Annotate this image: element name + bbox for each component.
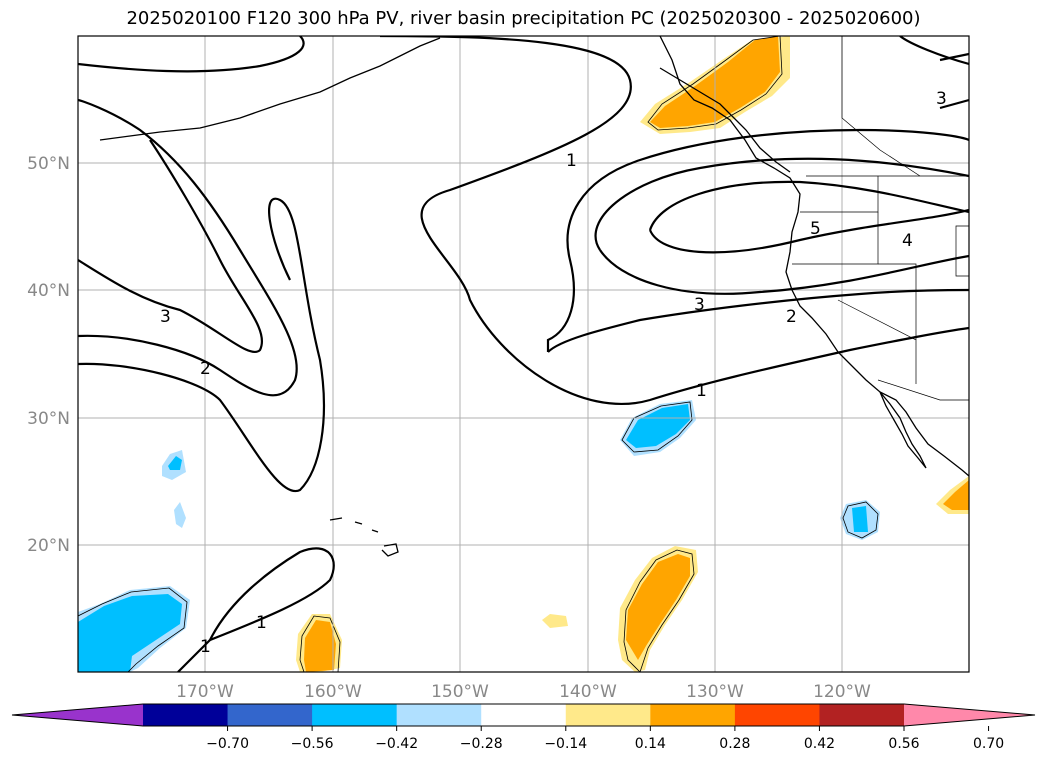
map-title: 2025020100 F120 300 hPa PV, river basin … bbox=[126, 8, 921, 29]
colorbar-segment bbox=[650, 704, 736, 726]
pv-contour-1-main bbox=[379, 36, 969, 406]
pv-contour-4-upper bbox=[594, 157, 969, 251]
colorbar-tick-label: 0.42 bbox=[804, 736, 835, 752]
pv-contour-1-south bbox=[207, 547, 335, 643]
coastline-baja bbox=[879, 391, 927, 469]
precip-region-mexico-core bbox=[943, 480, 969, 510]
pv-contour-3-east bbox=[546, 128, 969, 352]
x-tick-label: 130°W bbox=[686, 682, 744, 702]
precip-region-south-hawaii-core bbox=[304, 620, 336, 672]
colorbar-segment bbox=[143, 704, 229, 726]
pv-contour-3-ne bbox=[939, 52, 969, 110]
pv-contour-2-upper bbox=[78, 98, 298, 397]
colorbar-segment bbox=[396, 704, 482, 726]
contour-labels: 1 1 1 1 2 2 3 3 3 4 5 bbox=[160, 89, 947, 657]
contour-label: 2 bbox=[200, 359, 211, 379]
y-tick-label: 30°N bbox=[27, 409, 70, 429]
pv-contour-1-west bbox=[78, 36, 305, 73]
precip-region-east-hawaii-core bbox=[626, 554, 690, 660]
colorbar-segment bbox=[819, 704, 905, 726]
state-border-3 bbox=[878, 263, 917, 340]
colorbar-tick-label: −0.14 bbox=[544, 736, 587, 752]
precip-region-negative-30n-core bbox=[626, 404, 690, 448]
state-border-5 bbox=[877, 379, 969, 401]
precip-region-negative-21n-outline bbox=[842, 501, 879, 539]
precip-region-negative-sw-outline bbox=[78, 587, 188, 672]
precip-region-negative-21n-core bbox=[852, 506, 868, 532]
canada-border bbox=[841, 36, 921, 177]
coastline-north-america bbox=[659, 36, 969, 477]
contour-label: 4 bbox=[902, 231, 913, 251]
colorbar-segment bbox=[734, 704, 820, 726]
y-tick-label: 40°N bbox=[27, 281, 70, 301]
pv-contour-1-corner bbox=[177, 639, 211, 672]
x-tick-label: 140°W bbox=[559, 682, 617, 702]
contour-label: 3 bbox=[936, 89, 947, 109]
x-axis: 170°W 160°W 150°W 140°W 130°W 120°W bbox=[176, 682, 871, 702]
colorbar-segment bbox=[481, 704, 567, 726]
colorbar-extend-min bbox=[12, 704, 143, 726]
coastline-alaska bbox=[99, 37, 441, 141]
precip-region-pnw-outline bbox=[647, 36, 783, 131]
contour-label: 1 bbox=[200, 637, 211, 657]
contour-label: 1 bbox=[696, 381, 707, 401]
pv-contours bbox=[78, 36, 969, 672]
x-tick-label: 150°W bbox=[431, 682, 489, 702]
colorbar-tick-label: 0.70 bbox=[973, 736, 1004, 752]
map-panel: 1 1 1 1 2 2 3 3 3 4 5 bbox=[78, 36, 969, 672]
coastlines bbox=[99, 36, 969, 557]
colorbar-tick-label: −0.28 bbox=[460, 736, 503, 752]
y-axis: 50°N 40°N 30°N 20°N bbox=[27, 154, 70, 556]
colorbar-extend-max bbox=[904, 704, 1035, 726]
y-tick-label: 50°N bbox=[27, 154, 70, 174]
pv-contour-3 bbox=[78, 139, 263, 353]
contour-label: 3 bbox=[694, 295, 705, 315]
colorbar-tick-label: −0.70 bbox=[206, 736, 249, 752]
state-border-4 bbox=[837, 299, 917, 384]
pv-contour-2-lower bbox=[78, 197, 326, 493]
precip-region-negative-sw-core bbox=[78, 594, 182, 672]
precip-region-east-hawaii-outline bbox=[623, 549, 695, 672]
colorbar-tick-label: 0.28 bbox=[719, 736, 750, 752]
contour-label: 5 bbox=[810, 219, 821, 239]
precip-shading bbox=[78, 36, 969, 672]
pv-contour-ne-top bbox=[899, 36, 969, 66]
colorbar-tick-label: −0.42 bbox=[375, 736, 418, 752]
colorbar-outline bbox=[11, 703, 1036, 727]
precip-region-small-positive bbox=[542, 614, 568, 628]
colorbar-tick-label: 0.14 bbox=[635, 736, 666, 752]
colorbar-tick-label: 0.56 bbox=[888, 736, 919, 752]
contour-label: 3 bbox=[160, 307, 171, 327]
y-tick-label: 20°N bbox=[27, 536, 70, 556]
colorbar-segment bbox=[312, 704, 398, 726]
x-tick-label: 120°W bbox=[813, 682, 871, 702]
colorbar-tick-label: −0.56 bbox=[291, 736, 334, 752]
precip-region-negative-24n bbox=[174, 502, 186, 528]
colorbar: −0.70 −0.56 −0.42 −0.28 −0.14 0.14 0.28 0.42 0.5… bbox=[11, 703, 1036, 752]
precip-region-south-hawaii-outline bbox=[299, 615, 341, 672]
contour-label: 2 bbox=[786, 307, 797, 327]
x-tick-label: 160°W bbox=[304, 682, 362, 702]
coastline-se-alaska bbox=[659, 67, 791, 173]
colorbar-segment bbox=[565, 704, 651, 726]
x-tick-label: 170°W bbox=[176, 682, 234, 702]
pv-contour-2-east bbox=[547, 288, 969, 353]
pv-contour-4 bbox=[599, 249, 969, 295]
precip-region-negative-25n-core bbox=[168, 456, 182, 470]
map-frame bbox=[77, 35, 970, 673]
precip-region-negative-30n-outline bbox=[621, 401, 693, 453]
contour-label: 1 bbox=[566, 151, 577, 171]
coastline-hawaii bbox=[329, 517, 399, 557]
contour-label: 1 bbox=[256, 613, 267, 633]
colorbar-segment bbox=[227, 704, 313, 726]
pv-contour-5 bbox=[648, 180, 969, 254]
